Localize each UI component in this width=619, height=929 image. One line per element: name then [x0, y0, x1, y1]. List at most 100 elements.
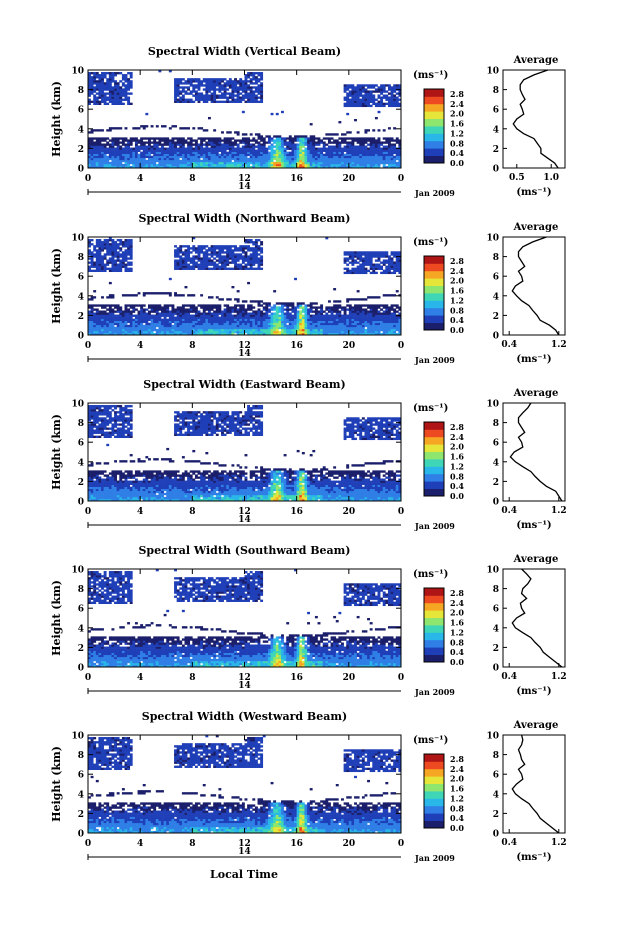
average-y-tick-label: 2: [493, 312, 499, 322]
colorbar-tick-label: 2.0: [450, 774, 464, 784]
colorbar-tick-label: 0.4: [450, 148, 464, 158]
colorbar-segment: [424, 473, 444, 482]
colorbar-tick-label: 2.4: [450, 432, 464, 442]
average-frame: [502, 568, 566, 668]
colorbar-segment: [424, 813, 444, 821]
colorbar-segment: [424, 429, 444, 438]
average-y-tick-label: 8: [493, 751, 499, 761]
colorbar-tick-label: 0.0: [450, 823, 464, 833]
average-y-tick-label: 6: [493, 771, 499, 781]
x-tick-label: 20: [343, 839, 356, 849]
y-tick-label: 4: [78, 292, 84, 302]
colorbar-segment: [424, 776, 444, 784]
colorbar-tick-label: 2.0: [450, 608, 464, 618]
colorbar-segment: [424, 155, 444, 164]
chart-title: Spectral Width (Vertical Beam): [148, 45, 341, 58]
average-y-tick-label: 2: [493, 145, 499, 155]
colorbar-segment: [424, 322, 444, 331]
average-x-tick-label: 0.4: [501, 672, 517, 682]
colorbar-segment: [424, 820, 444, 829]
colorbar-segment: [424, 805, 444, 814]
y-axis-label: Height (km): [50, 81, 63, 157]
average-x-tick-label: 0.4: [501, 838, 517, 848]
x-tick-label: 20: [343, 507, 356, 517]
colorbar-segment: [424, 118, 444, 127]
average-x-tick-label: 0.4: [501, 340, 517, 350]
colorbar-tick-label: 0.8: [450, 803, 464, 813]
x-tick-label: 12: [238, 174, 251, 184]
average-frame: [502, 734, 566, 834]
x-tick-label: 0: [398, 673, 404, 683]
x-tick-label: 12: [238, 507, 251, 517]
colorbar-frame: [423, 421, 445, 497]
colorbar-unit: (ms⁻¹): [413, 569, 448, 580]
y-tick-label: 2: [78, 312, 84, 322]
y-tick-label: 4: [78, 458, 84, 468]
average-frame: [502, 236, 566, 336]
colorbar-frame: [423, 255, 445, 331]
day-label: 14: [238, 182, 251, 192]
average-y-tick-label: 8: [493, 585, 499, 595]
heatmap-cells: [88, 569, 402, 668]
average-y-tick-label: 4: [493, 458, 499, 468]
average-y-tick-label: 8: [493, 253, 499, 263]
chart-title: Spectral Width (Southward Beam): [138, 544, 350, 557]
average-profile-line: [511, 236, 560, 336]
colorbar-segment: [424, 148, 444, 156]
colorbar-tick-label: 0.8: [450, 138, 464, 148]
average-y-tick-label: 8: [493, 419, 499, 429]
average-unit: (ms⁻¹): [516, 520, 551, 531]
date-label: Jan 2009: [414, 355, 455, 365]
average-frame: [502, 402, 566, 502]
colorbar-tick-label: 2.4: [450, 266, 464, 276]
x-tick-label: 4: [137, 839, 143, 849]
average-y-tick-label: 6: [493, 439, 499, 449]
average-x-tick-label: 1.2: [551, 340, 567, 350]
colorbar-tick-label: 2.4: [450, 764, 464, 774]
average-title: Average: [513, 388, 559, 399]
colorbar-segment: [424, 459, 444, 467]
colorbar-tick-label: 0.0: [450, 158, 464, 168]
x-tick-label: 4: [137, 174, 143, 184]
colorbar-segment: [424, 293, 444, 301]
colorbar-segment: [424, 602, 444, 611]
y-tick-label: 0: [78, 165, 84, 175]
heatmap-cells: [88, 70, 402, 169]
x-tick-label: 8: [189, 174, 195, 184]
average-y-tick-label: 10: [486, 234, 499, 244]
y-tick-label: 4: [78, 624, 84, 634]
colorbar-segment: [424, 256, 444, 264]
colorbar-segment: [424, 270, 444, 279]
average-title: Average: [513, 55, 559, 66]
colorbar-tick-label: 0.4: [450, 813, 464, 823]
date-label: Jan 2009: [414, 687, 455, 697]
colorbar-segment: [424, 444, 444, 452]
y-tick-label: 6: [78, 439, 84, 449]
y-tick-label: 0: [78, 664, 84, 674]
average-y-tick-label: 10: [486, 67, 499, 77]
average-x-tick-label: 1.2: [551, 672, 567, 682]
y-tick-label: 2: [78, 644, 84, 654]
x-axis-label: Local Time: [210, 868, 278, 881]
heatmap-cells: [88, 237, 402, 336]
colorbar-tick-label: 0.4: [450, 481, 464, 491]
average-title: Average: [513, 222, 559, 233]
y-tick-label: 8: [78, 253, 84, 263]
average-unit: (ms⁻¹): [516, 852, 551, 863]
colorbar-segment: [424, 639, 444, 648]
average-y-tick-label: 0: [493, 830, 499, 840]
x-tick-label: 0: [85, 174, 91, 184]
y-tick-label: 6: [78, 771, 84, 781]
panel-1: Spectral Width (Vertical Beam) 0 2 4 6 8 10 0 4 8…: [50, 45, 566, 198]
x-tick-label: 0: [398, 341, 404, 351]
average-x-tick-label: 1.0: [543, 173, 559, 183]
y-tick-label: 0: [78, 498, 84, 508]
colorbar-segment: [424, 610, 444, 618]
colorbar-segment: [424, 140, 444, 149]
average-x-tick-label: 0.5: [509, 173, 525, 183]
colorbar-segment: [424, 595, 444, 604]
colorbar-tick-label: 0.0: [450, 491, 464, 501]
average-y-tick-label: 0: [493, 332, 499, 342]
colorbar-tick-label: 0.4: [450, 647, 464, 657]
colorbar-tick-label: 1.6: [450, 784, 464, 794]
